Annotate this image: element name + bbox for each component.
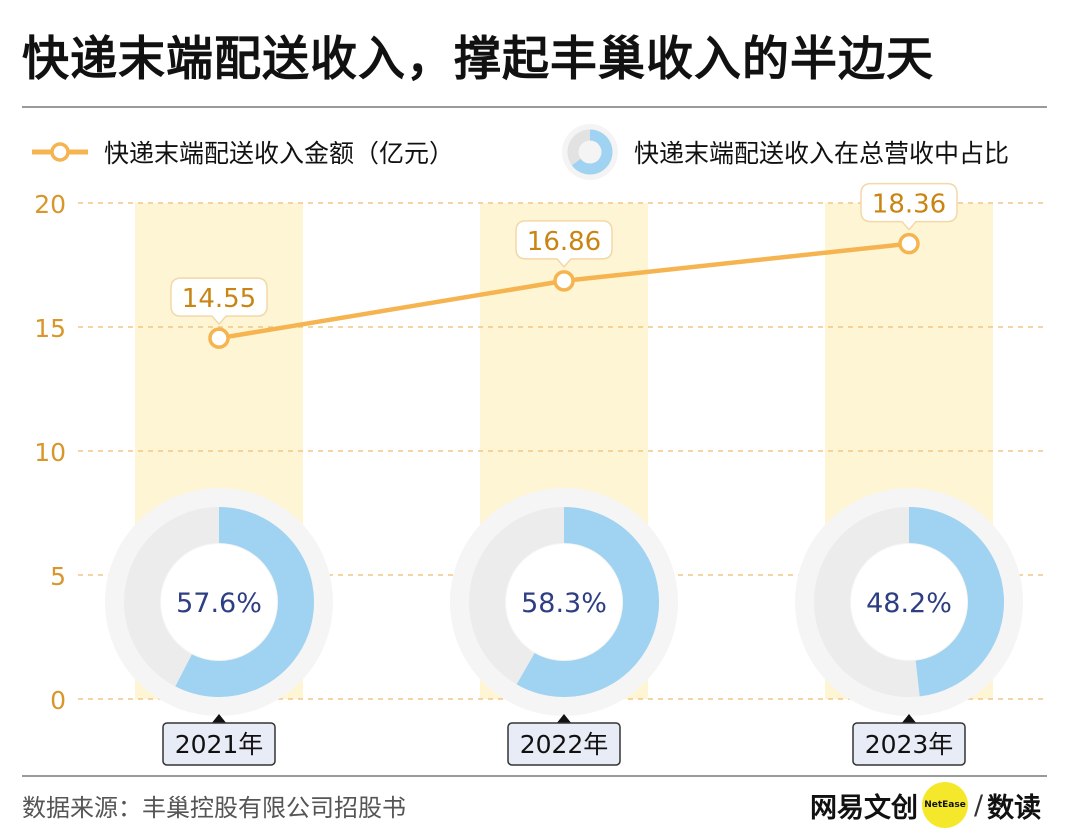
x-category-label: 2021年 (175, 730, 264, 759)
legend-line-marker-icon (32, 142, 88, 162)
data-value-label: 18.36 (872, 190, 946, 220)
data-value-label: 16.86 (527, 227, 601, 257)
data-label-bubble (860, 182, 958, 231)
y-tick-label: 20 (34, 190, 66, 219)
y-tick-label: 0 (50, 686, 66, 715)
legend-donut-item: 快递末端配送收入在总营收中占比 (560, 122, 1009, 182)
donut-percent-label: 57.6% (176, 588, 262, 619)
y-tick-label: 10 (34, 438, 66, 467)
title-divider (22, 106, 1047, 108)
data-point-1 (208, 327, 230, 349)
year-label-box (507, 722, 621, 766)
donut-hole-2 (506, 544, 622, 660)
year-pointer-icon (211, 714, 227, 724)
legend-donut-marker-icon (562, 124, 618, 180)
data-source-note: 数据来源：丰巢控股有限公司招股书 (22, 794, 406, 822)
donut-hole-3 (851, 544, 967, 660)
brand-main: 网易文创 (810, 792, 918, 824)
donut-segment-2 (516, 507, 659, 697)
brand-slash: / (974, 789, 984, 821)
brand-sub: 数读 (987, 792, 1042, 824)
year-label-box (162, 722, 276, 766)
brand-logo: 网易文创 NetEase / 数读 (810, 780, 1041, 830)
y-tick-label: 5 (50, 562, 66, 591)
donut-hole-1 (161, 544, 277, 660)
data-point-3 (898, 232, 920, 255)
y-tick-label: 15 (34, 314, 66, 343)
footer-divider (22, 775, 1047, 777)
year-pointer-icon (901, 714, 917, 724)
data-label-bubble (515, 220, 613, 269)
x-category-label: 2022年 (520, 730, 609, 759)
year-label-box (852, 722, 966, 766)
donut-segment-3 (908, 507, 1004, 697)
x-category-label: 2023年 (865, 730, 954, 759)
donut-percent-label: 58.3% (521, 588, 607, 619)
brand-badge-icon: NetEase (922, 782, 968, 828)
donut-percent-label: 48.2% (866, 588, 952, 619)
legend-donut-label: 快递末端配送收入在总营收中占比 (634, 139, 1010, 168)
legend-line-label: 快递末端配送收入金额（亿元） (104, 139, 455, 168)
data-point-2 (553, 270, 575, 292)
chart-title: 快递末端配送收入，撑起丰巢收入的半边天 (22, 32, 934, 87)
donut-segment-1 (175, 507, 314, 697)
data-value-label: 14.55 (182, 284, 256, 314)
year-pointer-icon (556, 714, 572, 724)
data-label-bubble (170, 277, 268, 326)
legend-line-item: 快递末端配送收入金额（亿元） (30, 128, 454, 176)
